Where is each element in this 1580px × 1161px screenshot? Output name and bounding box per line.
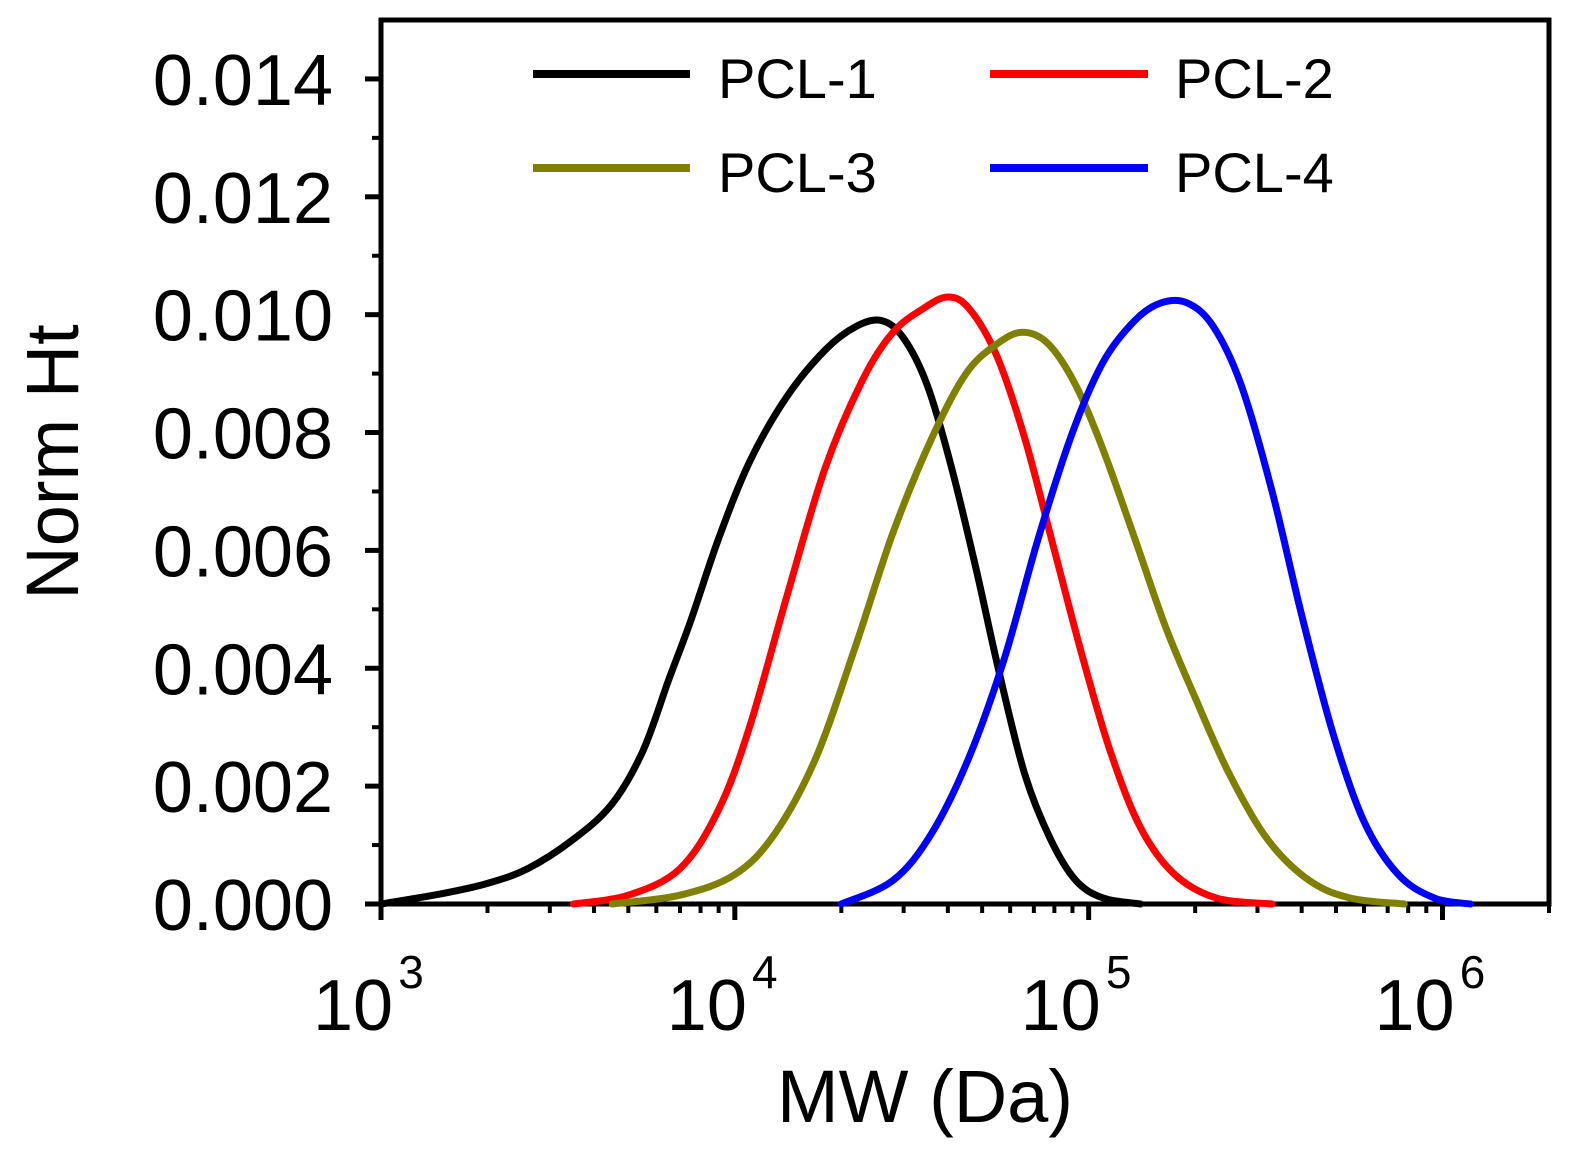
y-tick-label: 0.002 bbox=[153, 748, 333, 828]
y-tick-label: 0.004 bbox=[153, 630, 333, 710]
y-tick-label: 0.006 bbox=[153, 512, 333, 592]
legend: PCL-1 PCL-2 PCL-3 PCL-4 bbox=[533, 47, 1334, 204]
x-tick-exponent: 3 bbox=[398, 946, 424, 998]
x-tick-exponent: 5 bbox=[1106, 946, 1132, 998]
legend-label: PCL-3 bbox=[718, 141, 877, 204]
x-axis-title: MW (Da) bbox=[777, 1055, 1073, 1138]
legend-label: PCL-2 bbox=[1175, 47, 1334, 110]
y-tick-label: 0.000 bbox=[153, 866, 333, 946]
x-tick-label: 10 bbox=[1374, 966, 1454, 1046]
series-line-pcl-4 bbox=[837, 296, 1474, 908]
x-tick-exponent: 6 bbox=[1460, 946, 1486, 998]
x-tick-exponent: 4 bbox=[752, 946, 778, 998]
y-tick-label: 0.010 bbox=[153, 277, 333, 357]
x-tick-label: 10 bbox=[667, 966, 747, 1046]
y-axis-title: Norm Ht bbox=[11, 324, 94, 600]
axis-labels: 0.000 0.002 0.004 0.006 0.008 0.010 0.012 0.014… bbox=[153, 41, 1485, 1046]
series-group bbox=[377, 293, 1474, 908]
series-line-pcl-2 bbox=[570, 293, 1276, 908]
x-tick-label: 10 bbox=[313, 966, 393, 1046]
legend-label: PCL-1 bbox=[718, 47, 877, 110]
y-tick-label: 0.012 bbox=[153, 159, 333, 239]
axis-ticks bbox=[365, 76, 1551, 920]
series-line-pcl-1 bbox=[377, 316, 1144, 908]
y-tick-label: 0.014 bbox=[153, 41, 333, 121]
x-tick-label: 10 bbox=[1021, 966, 1101, 1046]
y-tick-label: 0.008 bbox=[153, 395, 333, 475]
plot-frame bbox=[378, 17, 1552, 907]
series-line-pcl-3 bbox=[608, 328, 1408, 908]
legend-label: PCL-4 bbox=[1175, 141, 1334, 204]
